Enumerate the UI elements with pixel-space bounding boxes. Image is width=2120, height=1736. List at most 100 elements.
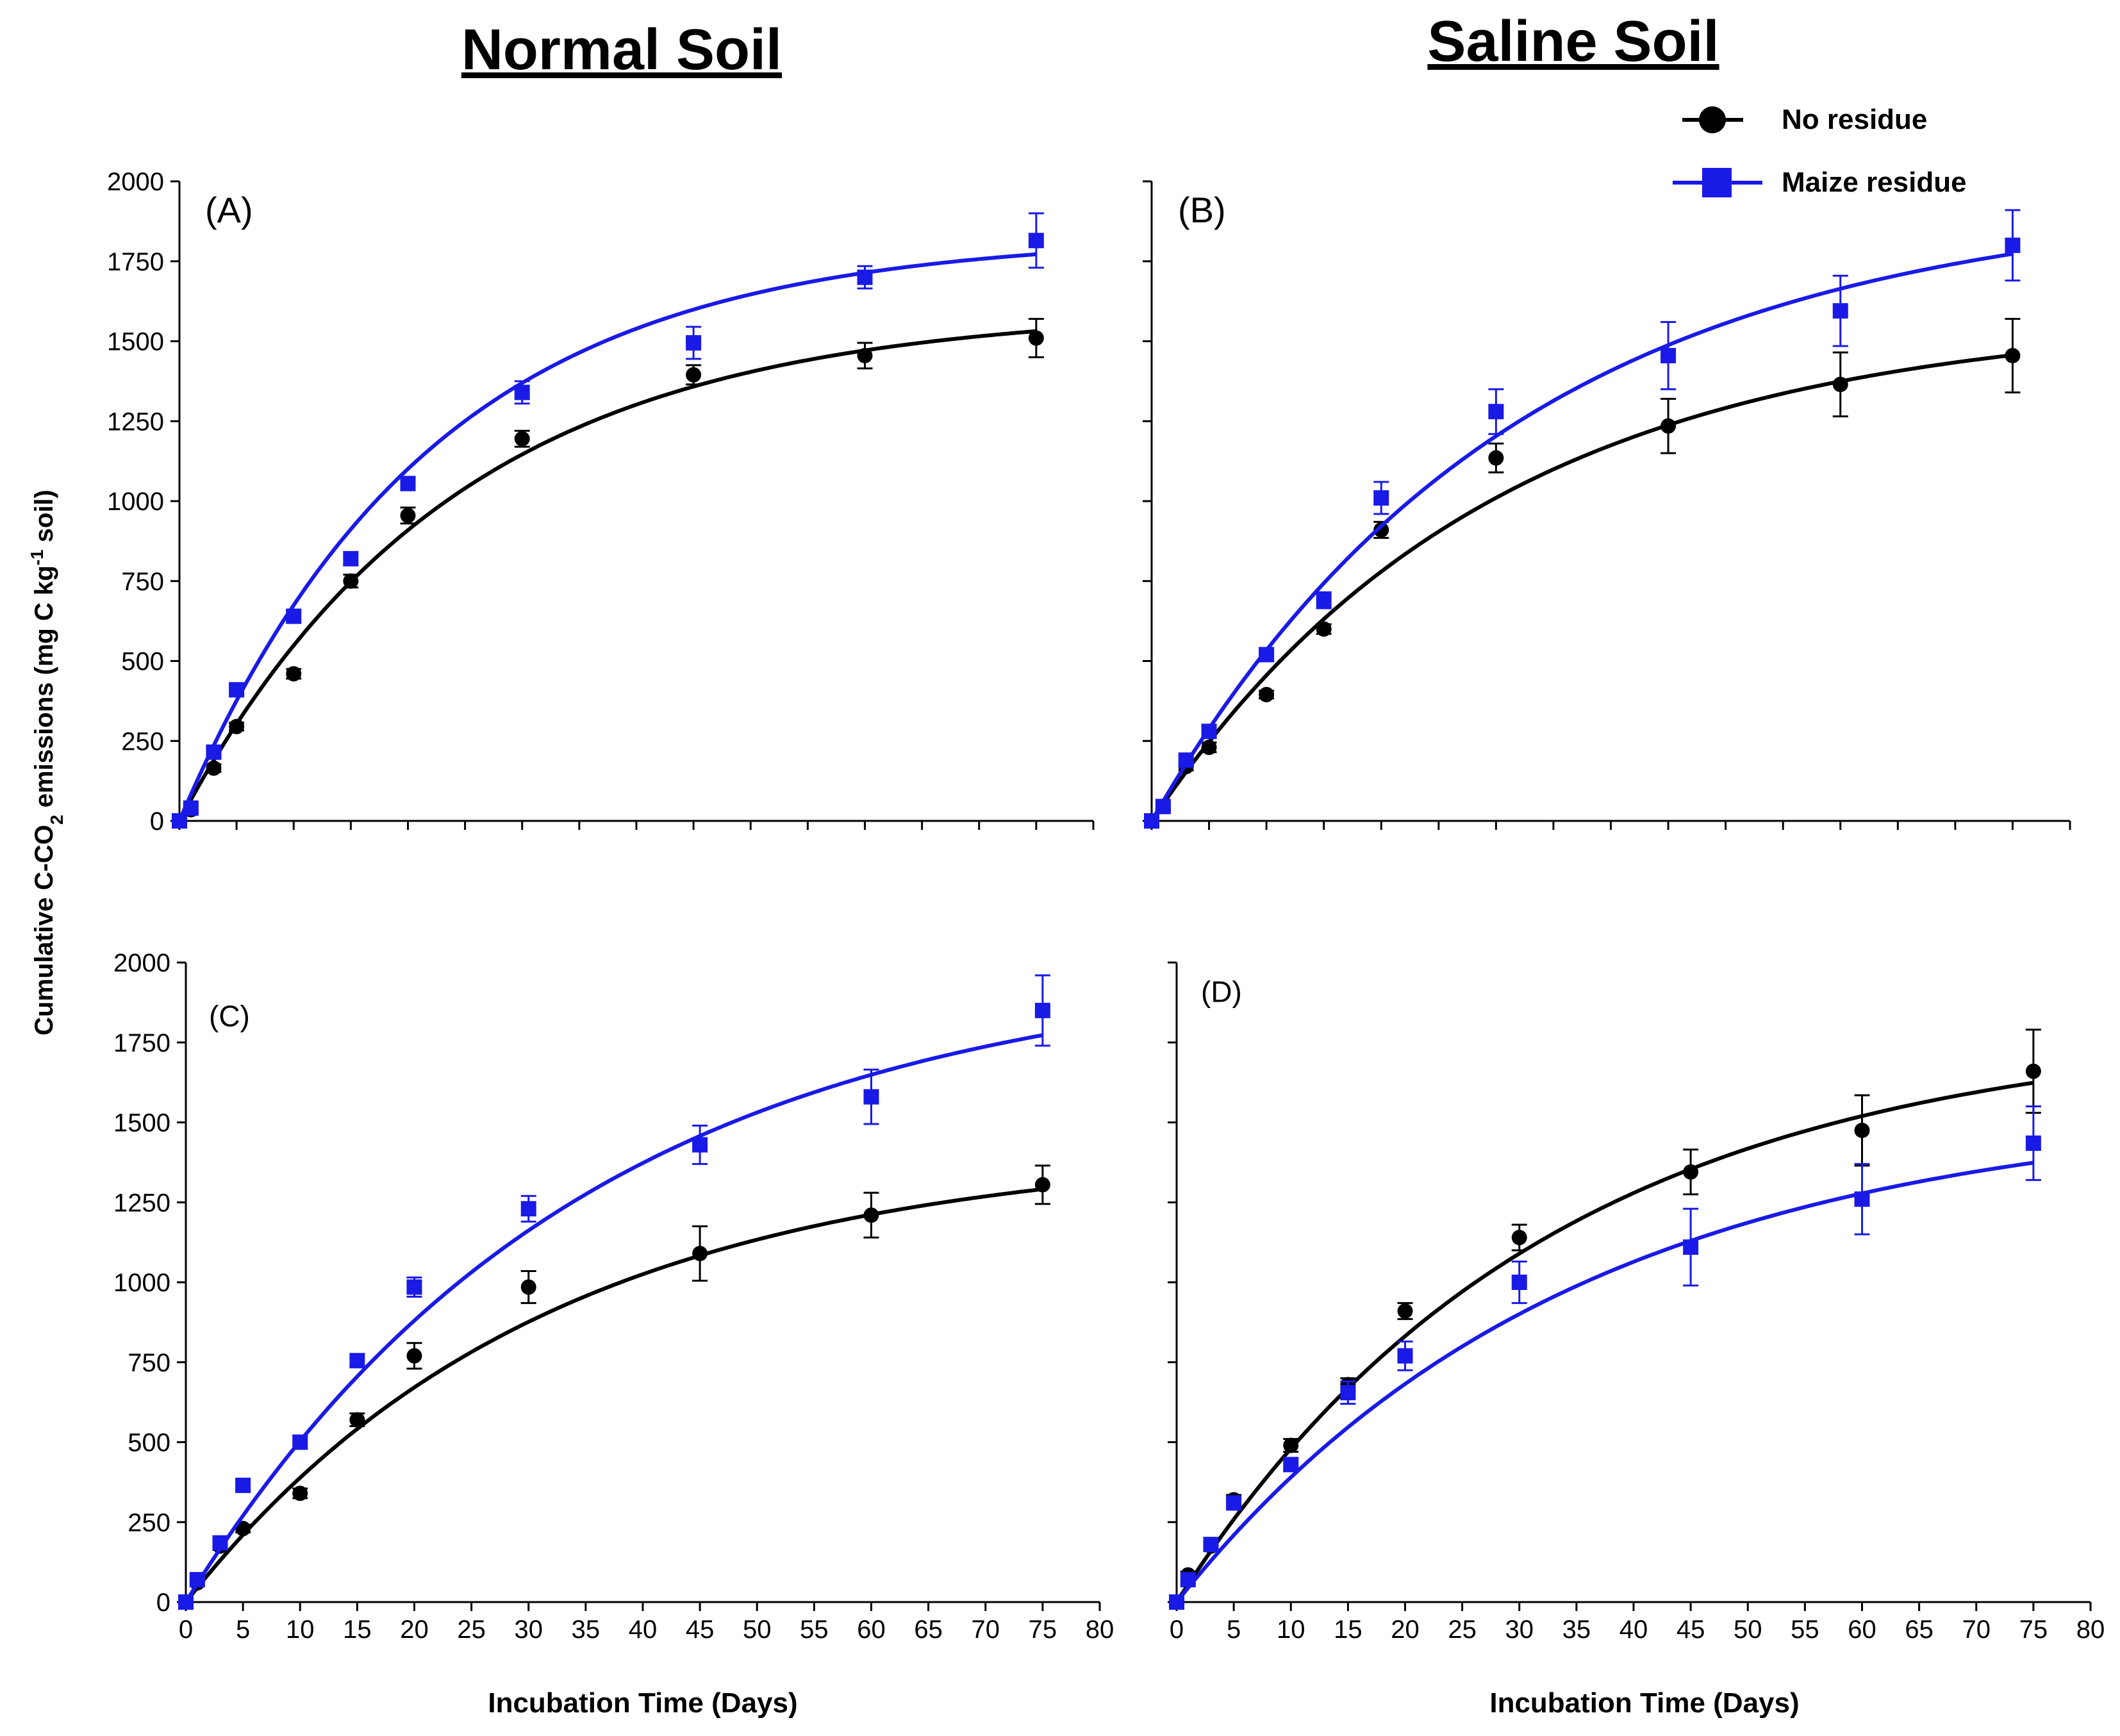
maize-residue-point: [212, 1535, 228, 1551]
no-residue-point: [1283, 1437, 1299, 1453]
legend-no-residue-circle-icon: [1699, 106, 1726, 133]
maize-residue-point: [235, 1477, 251, 1493]
maize-residue-point: [1034, 1002, 1050, 1018]
no-residue-point: [1259, 686, 1275, 702]
x-tick-label: 80: [2076, 1616, 2105, 1644]
y-tick-label: 1250: [113, 1189, 170, 1217]
panel-label: (B): [1178, 190, 1226, 230]
no-residue-point: [406, 1348, 422, 1364]
x-tick-label: 15: [343, 1616, 372, 1644]
legend-maize-residue-label: Maize residue: [1782, 167, 1967, 198]
no-residue-point: [1373, 522, 1389, 538]
title-normal-soil: Normal Soil: [461, 18, 782, 82]
no-residue-point: [1683, 1164, 1699, 1180]
maize-residue-point: [514, 384, 530, 401]
panel-d: 0 5 10 15 20 25 30 35 40 45 50 55 60 65 70 75 80 (D): [1168, 961, 2105, 1644]
maize-residue-point: [692, 1137, 708, 1153]
x-tick-label: 25: [457, 1616, 486, 1644]
x-tick-label: 0: [1170, 1616, 1184, 1644]
y-tick-label: 250: [128, 1509, 170, 1537]
no-residue-point: [2005, 347, 2021, 363]
maize-residue-point: [349, 1353, 365, 1369]
legend: No residue Maize residue: [1673, 104, 1967, 198]
no-residue-point: [1832, 376, 1848, 392]
maize-residue-point: [1488, 404, 1504, 420]
x-tick-label: 70: [1962, 1616, 1991, 1644]
no-residue-point: [292, 1485, 308, 1501]
no-residue-point: [286, 666, 302, 682]
x-tick-label: 65: [1905, 1616, 1934, 1644]
maize-residue-point: [1178, 752, 1194, 768]
x-tick-label: 40: [629, 1616, 658, 1644]
maize-residue-point: [206, 744, 222, 760]
no-residue-point: [343, 573, 359, 589]
maize-residue-point: [1028, 233, 1044, 249]
panel-label: (A): [205, 190, 253, 230]
maize-residue-point: [178, 1594, 194, 1610]
x-tick-label: 20: [1391, 1616, 1420, 1644]
x-tick-label: 40: [1619, 1616, 1648, 1644]
no-residue-point: [857, 347, 873, 363]
no-residue-point: [514, 431, 530, 447]
maize-residue-point: [292, 1434, 308, 1450]
x-tick-label: 45: [686, 1616, 715, 1644]
maize-residue-point: [1180, 1572, 1196, 1588]
maize-residue-point: [686, 335, 702, 351]
y-tick-label: 1750: [107, 248, 164, 276]
y-tick-label: 500: [121, 648, 164, 676]
maize-residue-point: [1226, 1495, 1242, 1511]
maize-residue-fit-line: [178, 252, 1037, 822]
y-tick-label: 1000: [113, 1269, 170, 1297]
x-tick-label: 10: [1277, 1616, 1305, 1644]
y-tick-label: 750: [121, 568, 164, 596]
no-residue-fit-line: [178, 329, 1037, 822]
maize-residue-fit-line: [1175, 1161, 2034, 1603]
x-tick-label: 0: [179, 1616, 193, 1644]
x-tick-label: 55: [1791, 1616, 1819, 1644]
x-tick-label: 35: [1562, 1616, 1591, 1644]
no-residue-point: [1028, 330, 1044, 346]
y-axis-label: Cumulative C-CO2 emissions (mg C kg-1 so…: [27, 490, 67, 1036]
x-tick-label: 60: [857, 1616, 886, 1644]
maize-residue-point: [1144, 813, 1159, 829]
legend-no-residue-label: No residue: [1782, 104, 1927, 135]
maize-residue-point: [863, 1089, 879, 1105]
no-residue-point: [1316, 621, 1332, 637]
x-tick-label: 25: [1448, 1616, 1477, 1644]
panel-label: (D): [1201, 975, 1242, 1009]
maize-residue-point: [1316, 592, 1332, 608]
legend-maize-residue-square-icon: [1702, 168, 1732, 197]
y-tick-label: 0: [156, 1589, 170, 1617]
panel-label: (C): [209, 1000, 250, 1033]
maize-residue-point: [1397, 1348, 1413, 1364]
title-saline-soil: Saline Soil: [1427, 10, 1719, 74]
maize-residue-point: [1201, 723, 1217, 740]
maize-residue-point: [1203, 1537, 1219, 1553]
x-axis-label-right: Incubation Time (Days): [1489, 1687, 1799, 1719]
no-residue-point: [692, 1246, 708, 1262]
maize-residue-point: [229, 682, 245, 698]
maize-residue-point: [1259, 647, 1275, 663]
no-residue-point: [206, 760, 222, 776]
maize-residue-fit-line: [1150, 252, 2013, 822]
x-tick-label: 50: [1734, 1616, 1762, 1644]
x-tick-label: 15: [1334, 1616, 1362, 1644]
maize-residue-point: [1340, 1385, 1356, 1401]
x-tick-label: 30: [1505, 1616, 1534, 1644]
panel-c: 0 250 500 750 1000 1250 1500 1750 2000 0 5 10 15 20 25…: [113, 949, 1114, 1644]
no-residue-point: [686, 367, 702, 383]
no-residue-point: [400, 508, 416, 524]
x-tick-label: 45: [1677, 1616, 1705, 1644]
maize-residue-point: [1832, 303, 1848, 319]
maize-residue-point: [857, 269, 873, 285]
maize-residue-point: [183, 800, 199, 816]
no-residue-point: [1488, 450, 1504, 466]
maize-residue-point: [1373, 490, 1389, 506]
x-tick-label: 50: [743, 1616, 772, 1644]
panel-b: (B): [1143, 180, 2071, 830]
no-residue-point: [863, 1207, 879, 1223]
y-tick-label: 1250: [107, 408, 164, 436]
no-residue-point: [235, 1521, 251, 1537]
maize-residue-fit-line: [184, 1033, 1043, 1603]
